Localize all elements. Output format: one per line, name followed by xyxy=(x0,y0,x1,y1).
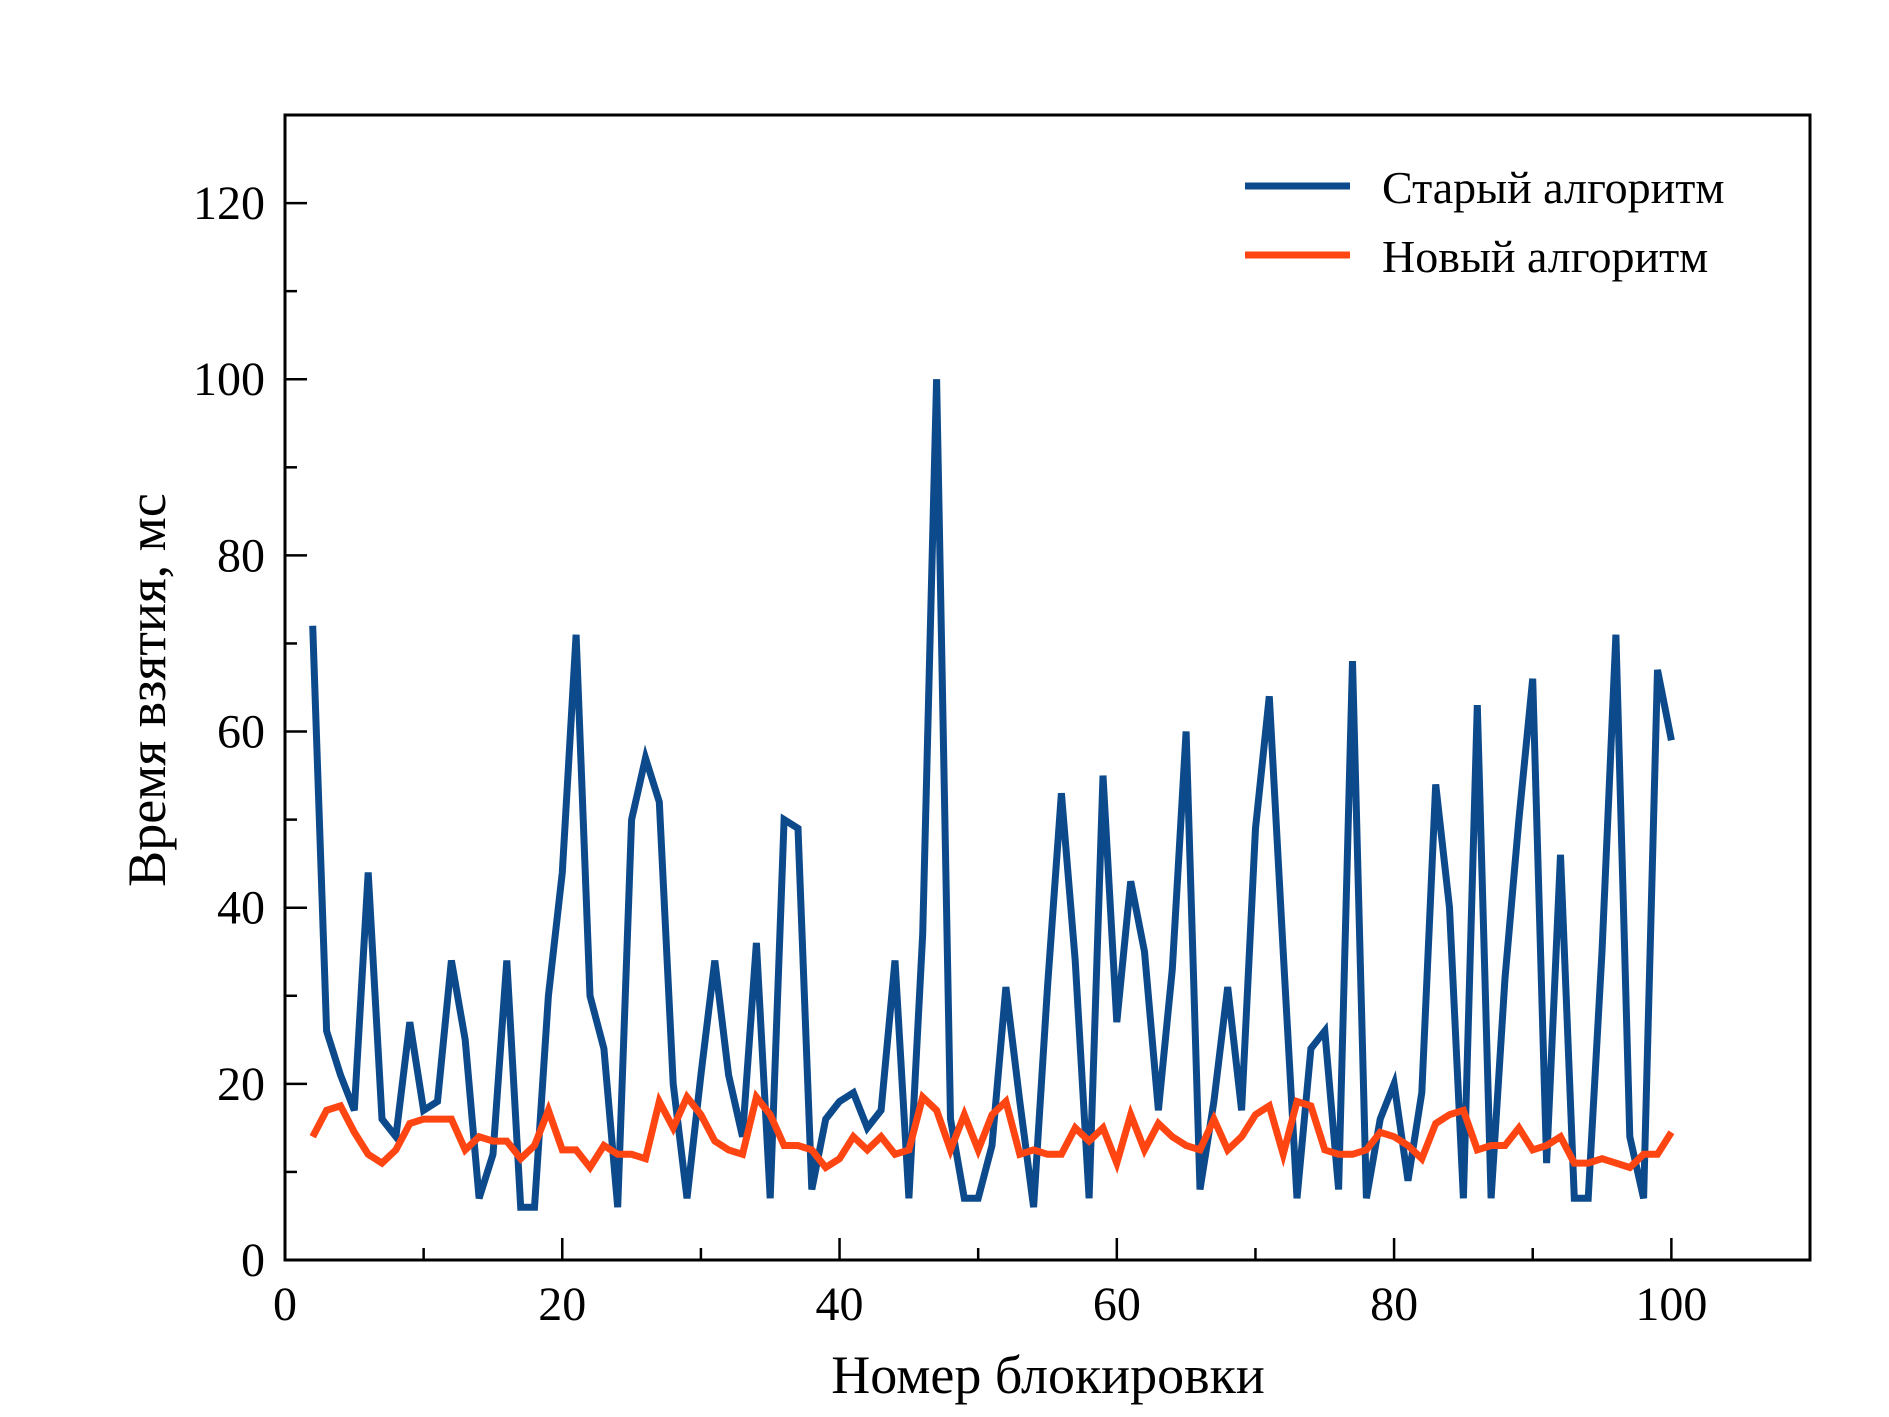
y-tick-label: 120 xyxy=(193,177,265,230)
y-tick-label: 40 xyxy=(217,882,265,935)
legend-label-new: Новый алгоритм xyxy=(1382,231,1708,282)
y-tick-label: 0 xyxy=(241,1234,265,1287)
series-line-old-algorithm xyxy=(309,379,1675,1211)
plot-border xyxy=(283,113,1812,1262)
x-axis-title: Номер блокировки xyxy=(831,1345,1264,1405)
y-tick-label: 80 xyxy=(217,529,265,582)
x-axis-ticks: 0 20 40 60 80 100 xyxy=(273,1238,1707,1331)
y-tick-label: 100 xyxy=(193,353,265,406)
y-axis-ticks: 0 20 40 60 80 100 120 xyxy=(193,177,307,1287)
series-line-new-algorithm xyxy=(309,1089,1675,1174)
x-tick-label: 60 xyxy=(1093,1278,1141,1331)
legend-label-old: Старый алгоритм xyxy=(1382,162,1725,213)
y-tick-label: 20 xyxy=(217,1058,265,1111)
plot-frame xyxy=(283,113,1812,1262)
x-tick-label: 40 xyxy=(816,1278,864,1331)
y-tick-label: 60 xyxy=(217,706,265,759)
x-tick-label: 100 xyxy=(1635,1278,1707,1331)
legend: Старый алгоритм Новый алгоритм xyxy=(1245,162,1725,282)
series-lines xyxy=(309,379,1675,1211)
y-axis-title: Время взятия, мс xyxy=(117,493,177,887)
x-tick-label: 0 xyxy=(273,1278,297,1331)
x-tick-label: 80 xyxy=(1370,1278,1418,1331)
x-tick-label: 20 xyxy=(538,1278,586,1331)
